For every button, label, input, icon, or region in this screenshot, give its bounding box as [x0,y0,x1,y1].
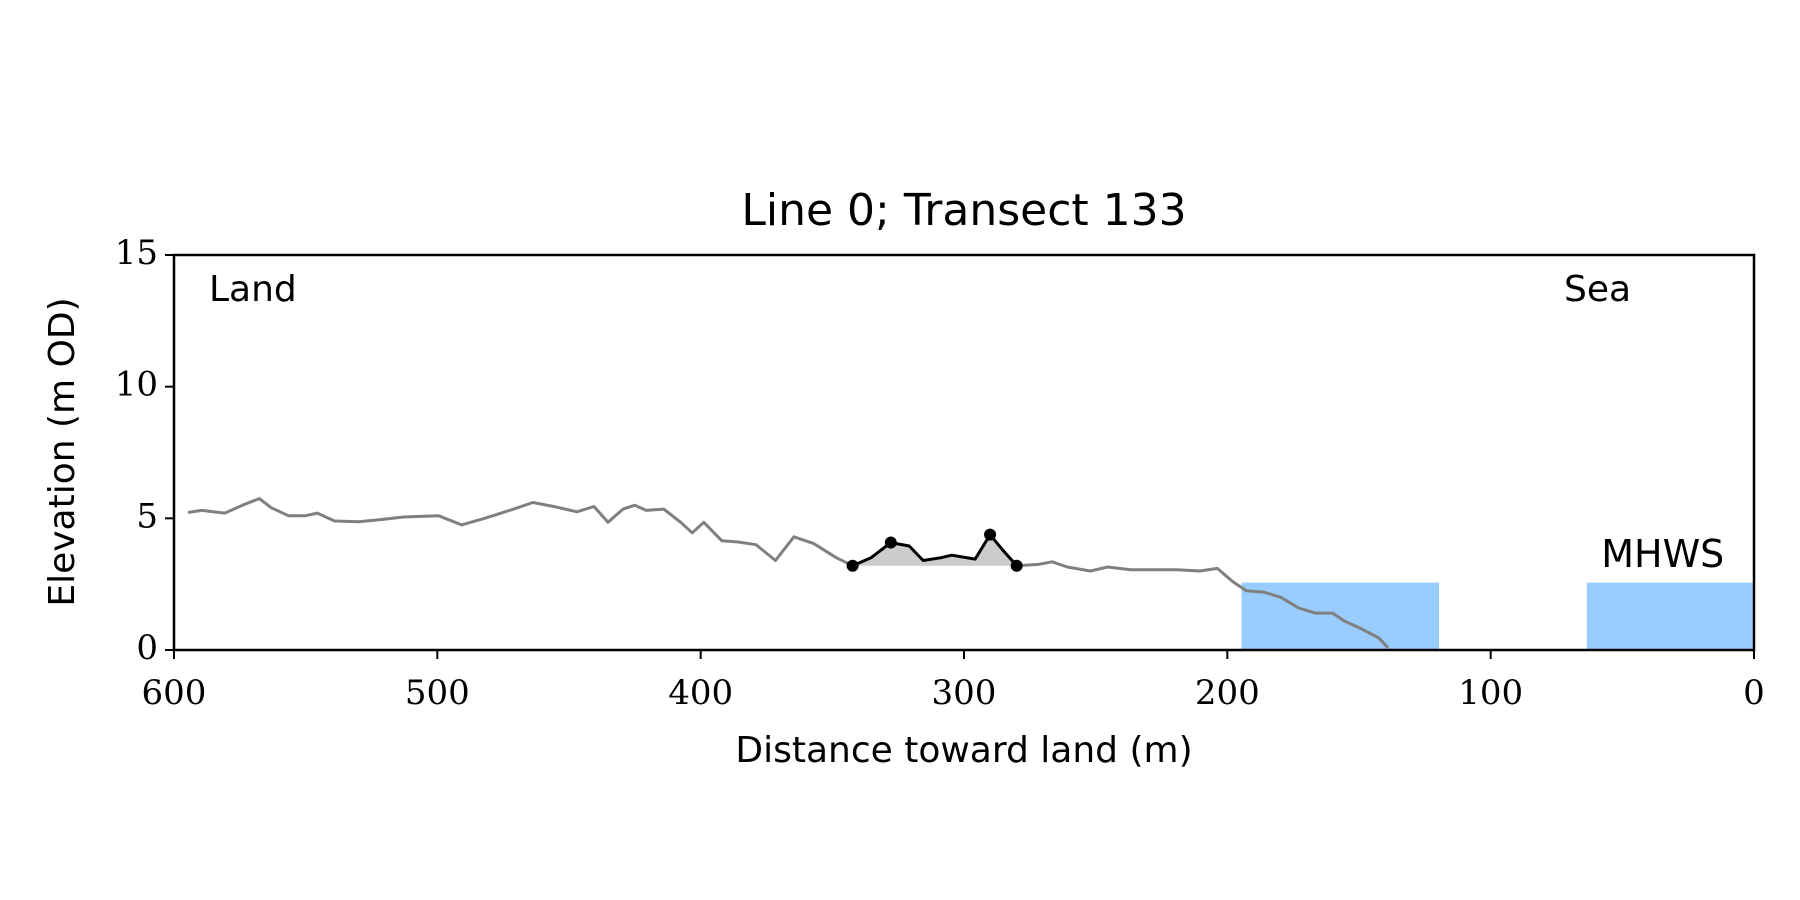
chart-title: Line 0; Transect 133 [741,185,1186,236]
y-tick-label: 15 [115,233,158,273]
y-tick-label: 10 [115,365,158,405]
x-tick-label: 500 [405,673,470,713]
marker [846,559,859,572]
mhws-label: MHWS [1601,532,1724,576]
marker [984,528,997,541]
y-tick-label: 0 [136,628,158,668]
marker [884,536,897,549]
y-axis-label: Elevation (m OD) [42,297,83,606]
y-tick-label: 5 [136,496,158,536]
x-tick-label: 0 [1743,673,1765,713]
mhws-zone [1586,582,1754,650]
x-tick-label: 100 [1458,673,1523,713]
annotation: Sea [1564,269,1631,310]
dune-area [852,534,1017,566]
profile-line [187,497,1390,649]
marker [1010,559,1023,572]
profile-line [852,533,1018,568]
annotation: Land [209,269,297,310]
x-axis-label: Distance toward land (m) [735,730,1192,771]
x-tick-label: 300 [932,673,997,713]
plot-frame [172,253,1756,652]
x-tick-label: 200 [1195,673,1260,713]
mhws-zone [1241,582,1440,650]
x-tick-label: 600 [142,673,207,713]
x-tick-label: 400 [668,673,733,713]
